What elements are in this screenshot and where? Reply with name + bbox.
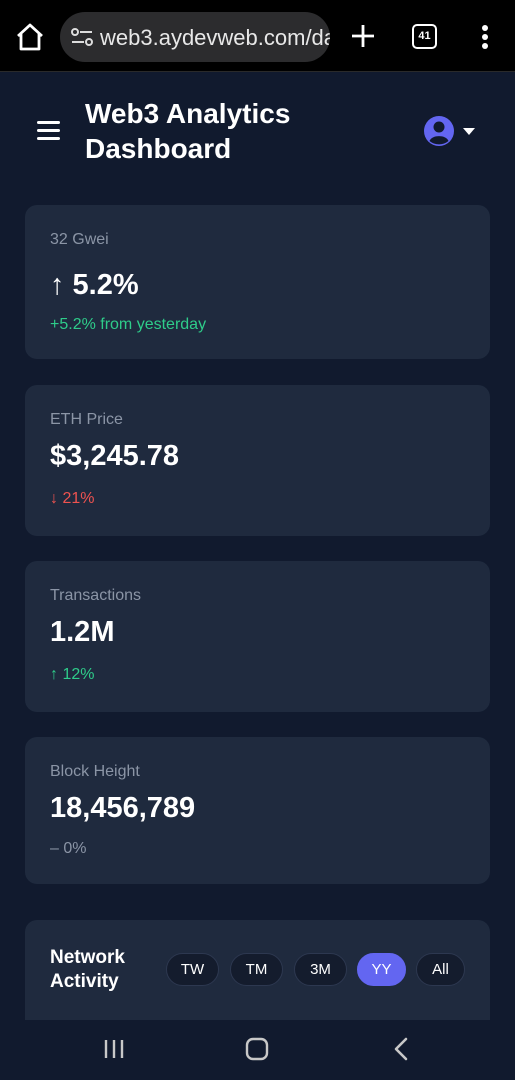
section-title: Network Activity	[50, 947, 125, 992]
more-vert-icon[interactable]	[474, 22, 496, 52]
stat-label: Block Height	[50, 763, 140, 780]
site-settings-icon[interactable]	[70, 27, 94, 47]
stat-value: ↑ 5.2%	[50, 269, 139, 301]
stat-label: Transactions	[50, 587, 141, 604]
range-button-yy[interactable]: YY	[357, 953, 406, 986]
range-button-3m[interactable]: 3M	[294, 953, 347, 986]
address-bar[interactable]: web3.aydevweb.com/da	[60, 12, 330, 62]
plus-icon[interactable]	[349, 22, 377, 50]
range-button-tw[interactable]: TW	[166, 953, 219, 986]
stat-change: ↑ 12%	[50, 666, 95, 683]
stat-card-eth-price: ETH Price $3,245.78 ↓ 21%	[25, 385, 490, 536]
stat-value: 18,456,789	[50, 792, 196, 824]
nav-home-icon[interactable]	[245, 1037, 269, 1061]
stat-value: $3,245.78	[50, 440, 180, 472]
back-icon[interactable]	[392, 1037, 410, 1061]
network-activity-card: Network Activity TW TM 3M YY All	[25, 920, 490, 1020]
user-circle-icon	[424, 116, 454, 146]
stat-card-gas: 32 Gwei ↑ 5.2% +5.2% from yesterday	[25, 205, 490, 359]
caret-down-icon	[463, 128, 475, 135]
stat-label: 32 Gwei	[50, 231, 109, 248]
range-button-tm[interactable]: TM	[230, 953, 283, 986]
page-title: Web3 Analytics Dashboard	[85, 98, 291, 164]
browser-toolbar: web3.aydevweb.com/da 41	[0, 0, 515, 72]
range-button-all[interactable]: All	[416, 953, 465, 986]
url-text: web3.aydevweb.com/da	[100, 25, 330, 50]
user-menu[interactable]	[424, 116, 478, 148]
tabs-icon[interactable]: 41	[412, 24, 437, 49]
home-icon[interactable]	[14, 22, 46, 52]
stat-card-block-height: Block Height 18,456,789 – 0%	[25, 737, 490, 884]
stat-change: +5.2% from yesterday	[50, 316, 207, 333]
stat-value: 1.2M	[50, 616, 115, 648]
recents-icon[interactable]	[103, 1038, 125, 1060]
stat-change: – 0%	[50, 840, 87, 857]
stat-change: ↓ 21%	[50, 490, 95, 507]
stat-label: ETH Price	[50, 411, 123, 428]
system-nav-bar	[0, 1020, 515, 1080]
stat-card-transactions: Transactions 1.2M ↑ 12%	[25, 561, 490, 712]
tab-count: 41	[418, 30, 431, 42]
hamburger-icon[interactable]	[37, 121, 60, 141]
